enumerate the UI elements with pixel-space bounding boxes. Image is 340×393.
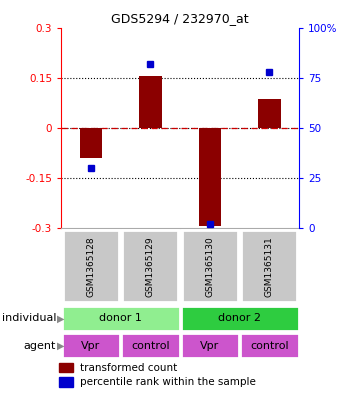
Bar [62, 306, 180, 331]
Bar [199, 128, 221, 226]
Bar [80, 128, 102, 158]
Bar [181, 333, 239, 358]
Text: GSM1365129: GSM1365129 [146, 236, 155, 297]
Text: GSM1365128: GSM1365128 [86, 236, 96, 297]
Text: Vpr: Vpr [81, 341, 101, 351]
Text: control: control [250, 341, 289, 351]
Bar [241, 230, 298, 302]
Text: control: control [131, 341, 170, 351]
Title: GDS5294 / 232970_at: GDS5294 / 232970_at [112, 12, 249, 25]
Bar [63, 230, 119, 302]
Bar [121, 333, 180, 358]
Bar [59, 377, 73, 387]
Bar [258, 99, 281, 128]
Bar [240, 333, 299, 358]
Bar [62, 333, 120, 358]
Bar [59, 363, 73, 372]
Text: Vpr: Vpr [200, 341, 220, 351]
Text: transformed count: transformed count [80, 363, 177, 373]
Text: GSM1365131: GSM1365131 [265, 236, 274, 297]
Text: ▶: ▶ [57, 341, 64, 351]
Text: donor 2: donor 2 [218, 313, 261, 323]
Text: donor 1: donor 1 [99, 313, 142, 323]
Text: percentile rank within the sample: percentile rank within the sample [80, 377, 255, 387]
Text: ▶: ▶ [57, 313, 64, 323]
Bar [181, 306, 299, 331]
Bar [122, 230, 178, 302]
Bar [139, 76, 162, 128]
Text: GSM1365130: GSM1365130 [205, 236, 215, 297]
Text: agent: agent [24, 341, 56, 351]
Text: individual: individual [2, 313, 56, 323]
Bar [182, 230, 238, 302]
